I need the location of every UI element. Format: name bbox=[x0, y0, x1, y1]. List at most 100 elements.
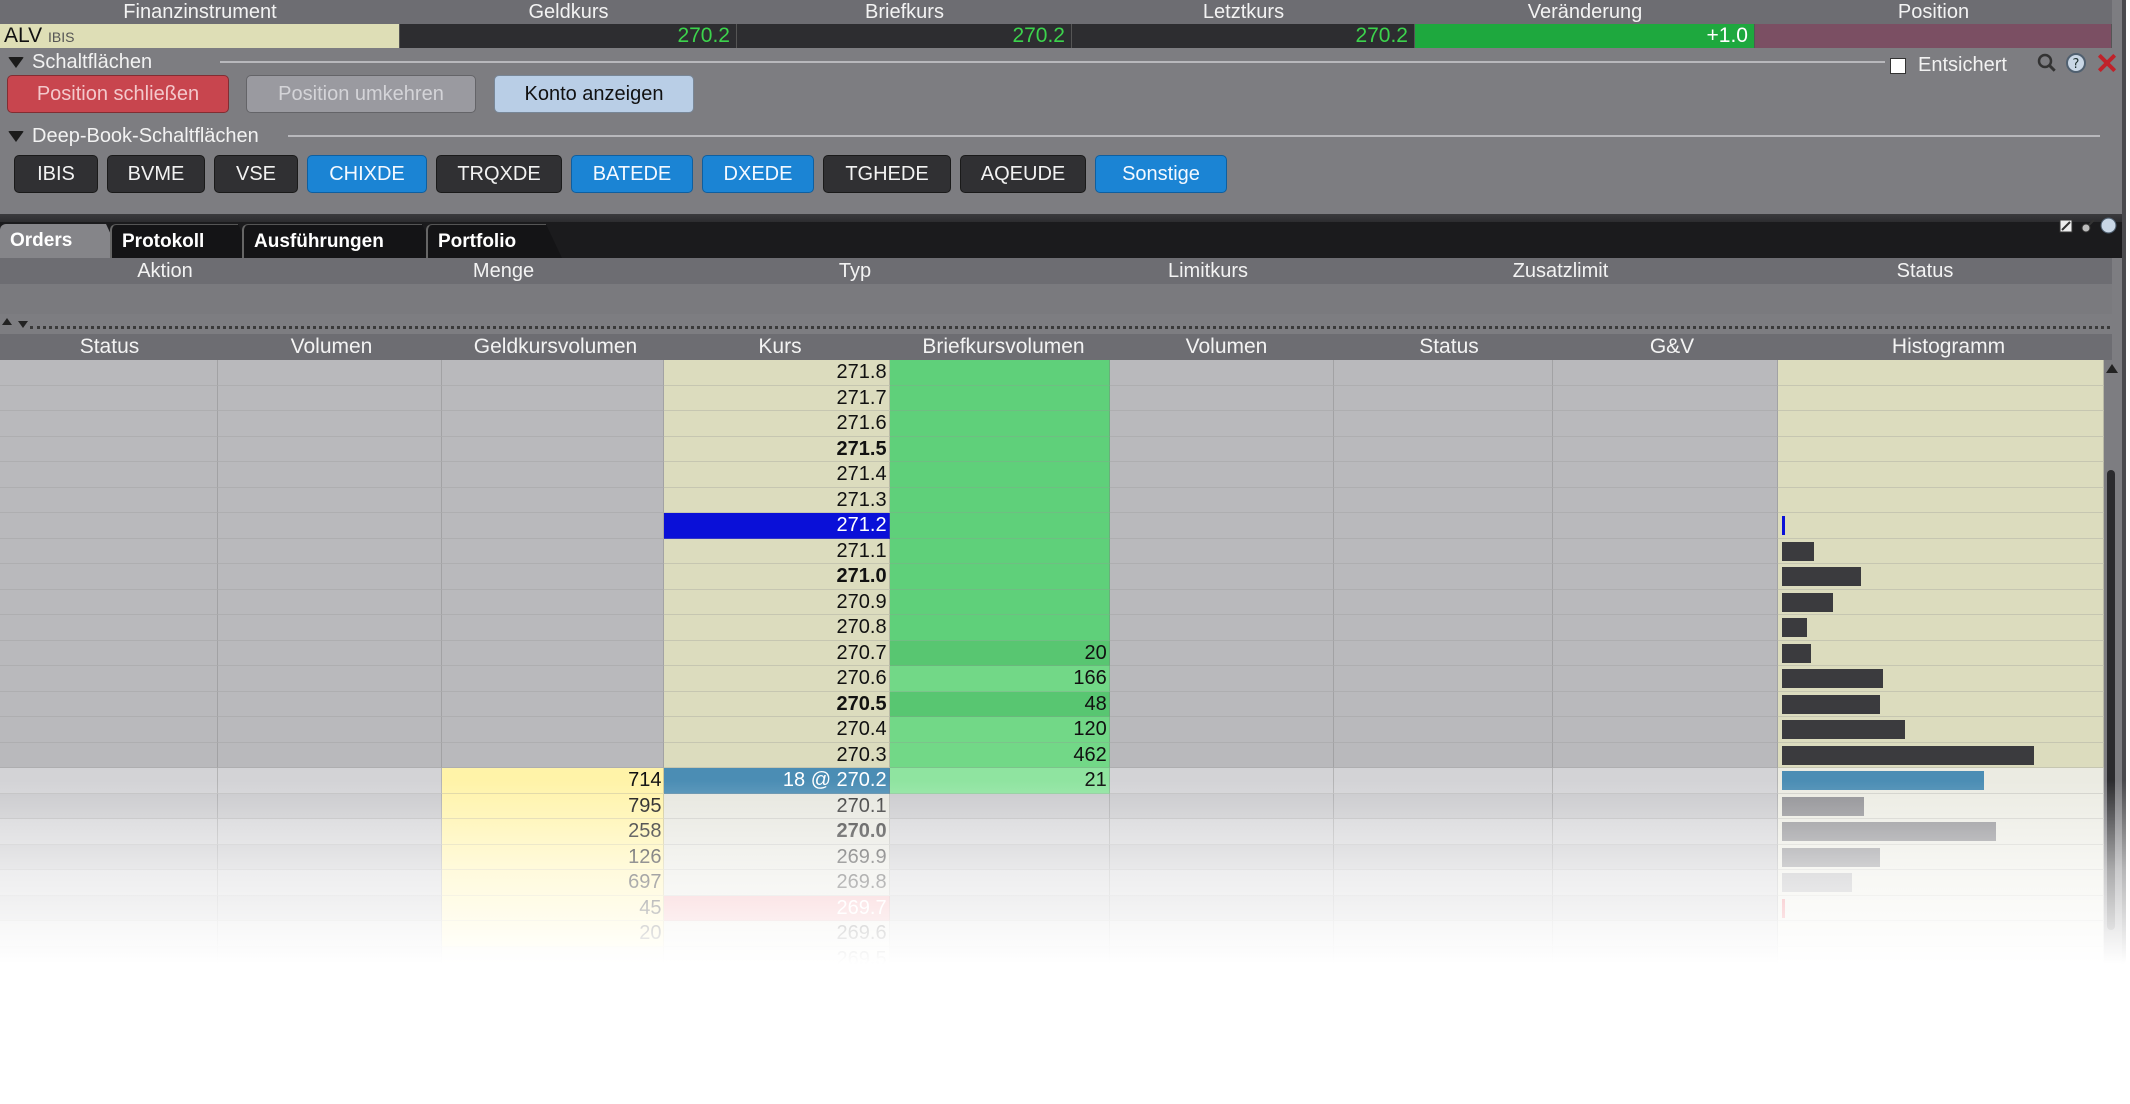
volume-cell[interactable] bbox=[1109, 793, 1334, 819]
price-cell[interactable]: 271.4 bbox=[664, 462, 890, 488]
price-cell[interactable]: 271.0 bbox=[664, 564, 890, 590]
pnl-cell[interactable] bbox=[1553, 589, 1779, 615]
volume-cell[interactable] bbox=[1109, 640, 1334, 666]
exchange-button-sonstige[interactable]: Sonstige bbox=[1095, 155, 1227, 193]
status-cell[interactable] bbox=[0, 411, 219, 437]
pnl-cell[interactable] bbox=[1553, 513, 1779, 539]
status-cell[interactable] bbox=[0, 717, 219, 743]
ask-volume-cell[interactable]: 166 bbox=[889, 666, 1110, 692]
volume-cell[interactable] bbox=[1109, 385, 1334, 411]
status-cell[interactable] bbox=[0, 385, 219, 411]
status-cell[interactable] bbox=[1333, 640, 1554, 666]
volume-cell[interactable] bbox=[1109, 742, 1334, 768]
show-account-button[interactable]: Konto anzeigen bbox=[494, 75, 694, 113]
status-cell[interactable] bbox=[0, 921, 219, 947]
ask-volume-cell[interactable]: 48 bbox=[889, 691, 1110, 717]
price-cell[interactable]: 18 @ 270.2 bbox=[664, 768, 890, 794]
ask-volume-cell[interactable] bbox=[889, 360, 1110, 386]
status-cell[interactable] bbox=[0, 360, 219, 386]
status-cell[interactable] bbox=[1333, 844, 1554, 870]
bid-volume-cell[interactable]: 126 bbox=[442, 844, 665, 870]
pnl-cell[interactable] bbox=[1553, 462, 1779, 488]
bid-volume-cell[interactable] bbox=[442, 436, 665, 462]
volume-cell[interactable] bbox=[1109, 615, 1334, 641]
volume-cell[interactable] bbox=[218, 691, 443, 717]
volume-cell[interactable] bbox=[1109, 589, 1334, 615]
volume-cell[interactable] bbox=[218, 717, 443, 743]
book-row[interactable]: 271.5 bbox=[0, 436, 2104, 462]
book-row[interactable]: 271.0 bbox=[0, 564, 2104, 590]
pnl-cell[interactable] bbox=[1553, 946, 1779, 965]
bid-volume-cell[interactable] bbox=[442, 666, 665, 692]
pnl-cell[interactable] bbox=[1553, 436, 1779, 462]
ask-volume-cell[interactable] bbox=[889, 589, 1110, 615]
exchange-button-trqxde[interactable]: TRQXDE bbox=[436, 155, 562, 193]
ask-volume-cell[interactable]: 21 bbox=[889, 768, 1110, 794]
volume-cell[interactable] bbox=[218, 768, 443, 794]
price-cell[interactable]: 270.9 bbox=[664, 589, 890, 615]
volume-cell[interactable] bbox=[1109, 462, 1334, 488]
price-cell[interactable]: 270.1 bbox=[664, 793, 890, 819]
detach-icon[interactable] bbox=[2058, 218, 2074, 234]
bid-volume-cell[interactable] bbox=[442, 360, 665, 386]
volume-cell[interactable] bbox=[218, 436, 443, 462]
book-row[interactable]: 271.6 bbox=[0, 411, 2104, 437]
exchange-button-vse[interactable]: VSE bbox=[214, 155, 298, 193]
exchange-button-aqeude[interactable]: AQEUDE bbox=[960, 155, 1086, 193]
book-row[interactable]: 271.7 bbox=[0, 385, 2104, 411]
volume-cell[interactable] bbox=[1109, 844, 1334, 870]
price-cell[interactable]: 271.7 bbox=[664, 385, 890, 411]
splitter-down-icon[interactable] bbox=[18, 321, 28, 328]
deep-book-section-header[interactable]: Deep-Book-Schaltflächen bbox=[8, 123, 259, 149]
price-cell[interactable]: 269.5 bbox=[664, 946, 890, 965]
status-cell[interactable] bbox=[1333, 717, 1554, 743]
volume-cell[interactable] bbox=[1109, 921, 1334, 947]
collapse-triangle-icon[interactable] bbox=[8, 130, 24, 142]
status-cell[interactable] bbox=[0, 564, 219, 590]
price-cell[interactable]: 271.2 bbox=[664, 513, 890, 539]
splitter-up-icon[interactable] bbox=[2, 318, 12, 325]
bid-volume-cell[interactable]: 45 bbox=[442, 895, 665, 921]
volume-cell[interactable] bbox=[218, 487, 443, 513]
ask-volume-cell[interactable] bbox=[889, 411, 1110, 437]
volume-cell[interactable] bbox=[1109, 564, 1334, 590]
ask-volume-cell[interactable] bbox=[889, 436, 1110, 462]
status-cell[interactable] bbox=[1333, 691, 1554, 717]
ask-volume-cell[interactable] bbox=[889, 538, 1110, 564]
pnl-cell[interactable] bbox=[1553, 691, 1779, 717]
bid-volume-cell[interactable]: 795 bbox=[442, 793, 665, 819]
pnl-cell[interactable] bbox=[1553, 564, 1779, 590]
bid-volume-cell[interactable]: 714 bbox=[442, 768, 665, 794]
price-cell[interactable]: 269.9 bbox=[664, 844, 890, 870]
price-cell[interactable]: 269.8 bbox=[664, 870, 890, 896]
tab-portfolio[interactable]: Portfolio bbox=[426, 224, 546, 258]
volume-cell[interactable] bbox=[1109, 538, 1334, 564]
price-cell[interactable]: 271.5 bbox=[664, 436, 890, 462]
book-row[interactable]: 20 269.6 bbox=[0, 921, 2104, 947]
config-icon[interactable] bbox=[2080, 218, 2096, 234]
status-cell[interactable] bbox=[0, 640, 219, 666]
status-cell[interactable] bbox=[0, 819, 219, 845]
volume-cell[interactable] bbox=[1109, 691, 1334, 717]
book-row[interactable]: 126 269.9 bbox=[0, 844, 2104, 870]
scrollbar-thumb[interactable] bbox=[2107, 470, 2115, 930]
pnl-cell[interactable] bbox=[1553, 411, 1779, 437]
book-row[interactable]: 270.9 bbox=[0, 589, 2104, 615]
volume-cell[interactable] bbox=[218, 615, 443, 641]
price-cell[interactable]: 271.6 bbox=[664, 411, 890, 437]
status-cell[interactable] bbox=[0, 742, 219, 768]
pnl-cell[interactable] bbox=[1553, 487, 1779, 513]
volume-cell[interactable] bbox=[218, 513, 443, 539]
ask-volume-cell[interactable] bbox=[889, 844, 1110, 870]
status-cell[interactable] bbox=[1333, 870, 1554, 896]
status-cell[interactable] bbox=[1333, 921, 1554, 947]
pnl-cell[interactable] bbox=[1553, 640, 1779, 666]
ask-volume-cell[interactable] bbox=[889, 870, 1110, 896]
volume-cell[interactable] bbox=[218, 921, 443, 947]
status-cell[interactable] bbox=[1333, 768, 1554, 794]
info-icon[interactable] bbox=[2100, 217, 2117, 234]
instrument-row[interactable]: ALV IBIS 270.2 270.2 270.2 +1.0 bbox=[0, 24, 2112, 48]
bid-volume-cell[interactable] bbox=[442, 411, 665, 437]
ask-volume-cell[interactable] bbox=[889, 564, 1110, 590]
bid-volume-cell[interactable] bbox=[442, 717, 665, 743]
